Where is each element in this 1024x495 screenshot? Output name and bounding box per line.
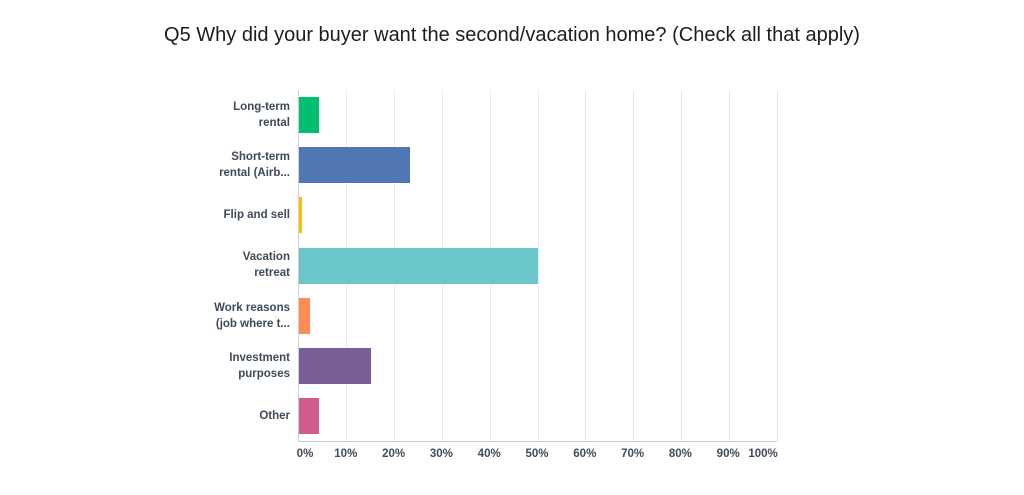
- x-tick-label-10pct: 10%: [334, 448, 358, 460]
- y-axis-labels: Long-term rental Short-term rental (Airb.…: [0, 90, 290, 441]
- bar-investment-purposes[interactable]: [299, 347, 371, 384]
- bar-short-term-rental-airb[interactable]: [299, 147, 411, 184]
- x-tick-label-50pct: 50%: [525, 448, 549, 460]
- category-label-flip-and-sell: Flip and sell: [223, 209, 290, 222]
- gridline-100pct: [776, 90, 778, 441]
- bar-other[interactable]: [299, 397, 319, 434]
- bar-long-term-rental[interactable]: [299, 97, 319, 134]
- bar-vacation-retreat[interactable]: [299, 247, 539, 284]
- x-tick-label-100pct: 100%: [748, 448, 778, 460]
- gridline-60pct: [585, 90, 587, 441]
- gridline-90pct: [728, 90, 730, 441]
- x-tick-label-20pct: 20%: [382, 448, 406, 460]
- x-tick-label-0pct: 0%: [296, 448, 314, 460]
- category-label-short-term-rental-airb: Short-term rental (Airb...: [219, 151, 290, 180]
- x-tick-label-70pct: 70%: [621, 448, 645, 460]
- bar-work-reasons-job-where-t[interactable]: [299, 297, 310, 334]
- category-label-work-reasons-job-where-t: Work reasons (job where t...: [214, 301, 290, 330]
- gridline-80pct: [680, 90, 682, 441]
- x-axis-tick-labels: 0% 10% 20% 30% 40% 50% 60% 70% 80% 90% 100%: [296, 448, 778, 464]
- category-label-long-term-rental: Long-term rental: [233, 101, 290, 130]
- x-tick-label-60pct: 60%: [573, 448, 597, 460]
- x-tick-label-80pct: 80%: [668, 448, 692, 460]
- bar-flip-and-sell[interactable]: [299, 197, 302, 234]
- gridline-70pct: [633, 90, 635, 441]
- category-label-other: Other: [259, 409, 290, 422]
- x-tick-label-30pct: 30%: [429, 448, 453, 460]
- category-label-investment-purposes: Investment purposes: [229, 351, 290, 380]
- category-label-vacation-retreat: Vacation retreat: [242, 251, 290, 280]
- x-tick-label-40pct: 40%: [477, 448, 501, 460]
- x-tick-label-90pct: 90%: [716, 448, 740, 460]
- plot-area: [298, 90, 778, 442]
- chart-title: Q5 Why did your buyer want the second/va…: [164, 24, 860, 46]
